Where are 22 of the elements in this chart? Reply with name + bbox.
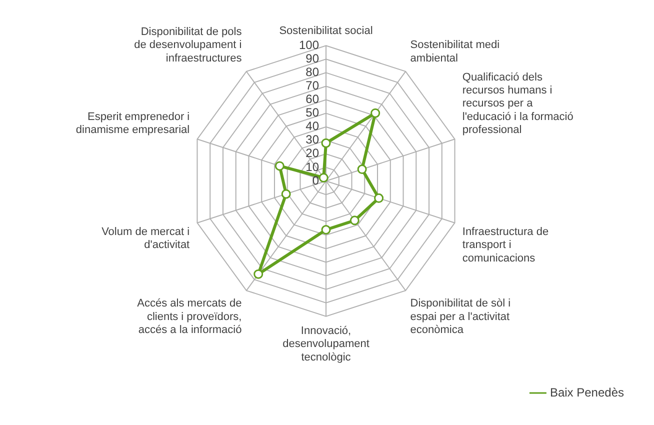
y-tick-label: 50 [306, 106, 320, 120]
spoke-label: Innovació, desenvolupament tecnològic [282, 325, 370, 364]
y-tick-label: 20 [306, 146, 320, 160]
spoke-label: Accés als mercats de clients i proveïdors, accés a la informació [137, 298, 242, 336]
spoke-label: Disponibilitat de sòl i espai per a l'activitat econòmica [410, 298, 511, 336]
spoke-label: Infraestructura de transport i comunicacions [462, 226, 549, 264]
spoke-label: Disponibilitat de pols de desenvolupament i infraestructures [134, 26, 242, 64]
y-tick-label: 0 [312, 173, 320, 188]
y-tick-label: 40 [306, 119, 320, 134]
spoke-label: Sostenibilitat social [279, 25, 373, 38]
y-tick-label: 60 [306, 92, 320, 106]
y-tick-label: 70 [306, 78, 320, 93]
spoke-label: Volum de mercat i d'activitat [102, 226, 190, 252]
y-tick-label: 10 [306, 160, 320, 174]
spoke-label: Qualificació dels recursos humans i recursos per a l'educació i la formació professional [462, 71, 574, 136]
y-tick-label: 90 [306, 51, 320, 66]
spoke-label: Sostenibilitat medi ambiental [410, 39, 500, 64]
y-tick-label: 30 [306, 132, 320, 147]
y-tick-label: 100 [298, 38, 320, 52]
legend-label: Baix Penedès [550, 385, 624, 400]
spoke-label: Esperit emprenedor i dinamisme empresarial [76, 110, 190, 136]
y-tick-label: 80 [306, 64, 320, 79]
